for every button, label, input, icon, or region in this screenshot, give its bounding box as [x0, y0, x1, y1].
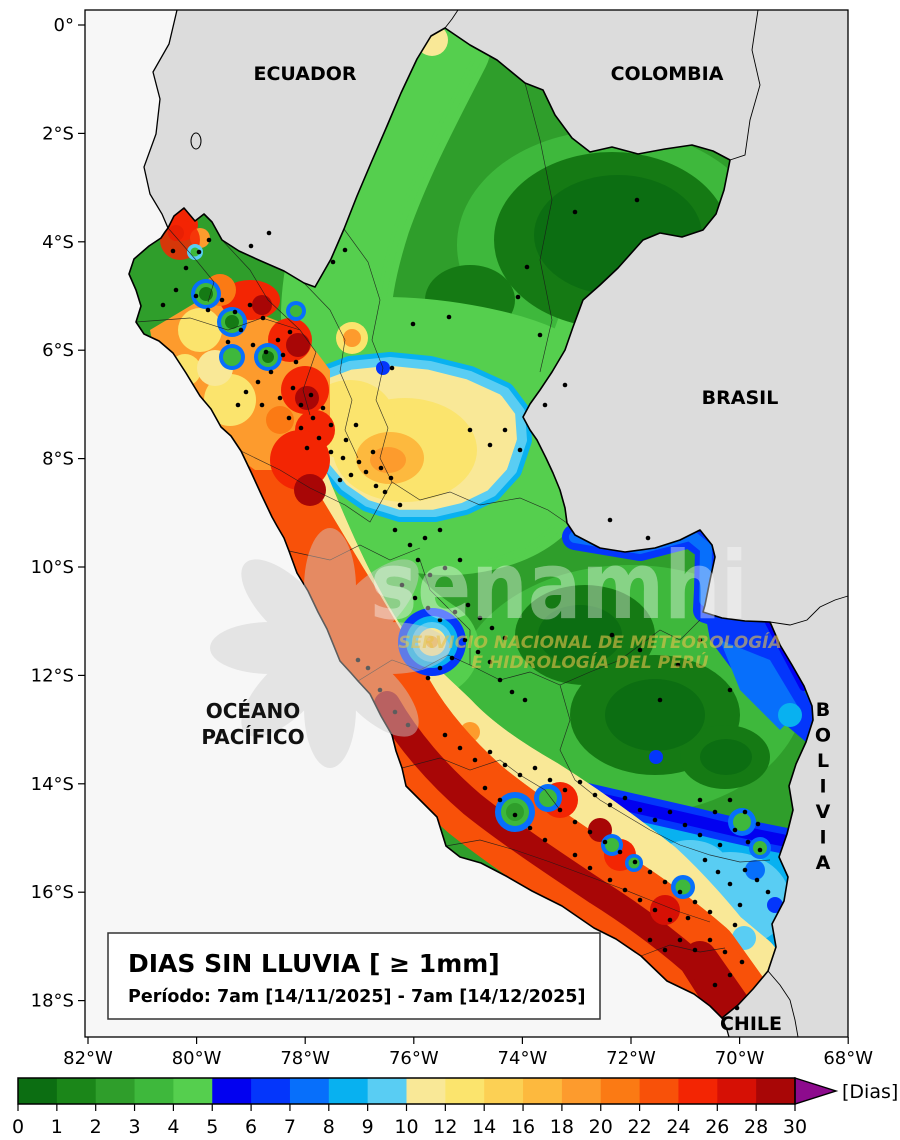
svg-text:0: 0: [12, 1116, 24, 1138]
svg-text:4°S: 4°S: [42, 232, 74, 253]
svg-text:12°S: 12°S: [31, 665, 74, 686]
svg-text:22: 22: [628, 1116, 652, 1138]
svg-text:6°S: 6°S: [42, 340, 74, 361]
label-colombia: COLOMBIA: [611, 63, 724, 85]
coastline: [143, 9, 730, 1038]
colorbar-unit: [Dias]: [842, 1081, 898, 1103]
isla-puna: [190, 132, 202, 150]
watermark-caption2: E HIDROLOGÍA DEL PERÚ: [471, 651, 708, 673]
svg-text:70°W: 70°W: [715, 1048, 765, 1069]
svg-text:30: 30: [783, 1116, 807, 1138]
svg-text:16: 16: [511, 1116, 535, 1138]
y-axis-ticks: 0° 2°S 4°S 6°S 8°S 10°S 12°S 14°S 16°S 18°S: [31, 15, 85, 1012]
svg-text:8: 8: [323, 1116, 335, 1138]
svg-text:2°S: 2°S: [42, 123, 74, 144]
svg-text:6: 6: [245, 1116, 257, 1138]
svg-text:78°W: 78°W: [280, 1048, 330, 1069]
foreign-country-borders: [444, 9, 849, 1038]
label-ocean-line1: OCÉANO: [206, 699, 301, 723]
huanuco-pocket: [398, 608, 466, 676]
plot-frame: [84, 9, 849, 1038]
svg-text:76°W: 76°W: [389, 1048, 439, 1069]
northwest-mosaic: [150, 209, 335, 506]
yellow-pocket-north: [292, 322, 522, 512]
svg-text:18: 18: [550, 1116, 574, 1138]
svg-text:26: 26: [705, 1116, 729, 1138]
x-axis-ticks: 82°W 80°W 78°W 76°W 74°W 72°W 70°W 68°W: [63, 1037, 873, 1069]
department-boundaries: [135, 82, 771, 957]
label-ecuador: ECUADOR: [253, 63, 356, 85]
svg-text:68°W: 68°W: [823, 1048, 873, 1069]
svg-text:14°S: 14°S: [31, 774, 74, 795]
svg-text:5: 5: [206, 1116, 218, 1138]
watermark-caption1: SERVICIO NACIONAL DE METEOROLOGÍA: [398, 631, 781, 653]
svg-text:2: 2: [90, 1116, 102, 1138]
svg-text:7: 7: [284, 1116, 296, 1138]
svg-text:28: 28: [744, 1116, 768, 1138]
south-green-bullseyes: [495, 750, 771, 899]
peru-border: [128, 27, 814, 1019]
watermark: senamhi SERVICIO NACIONAL DE METEOROLOGÍ…: [210, 528, 782, 768]
svg-text:0°: 0°: [54, 15, 74, 36]
svg-text:74°W: 74°W: [498, 1048, 548, 1069]
title-box: DIAS SIN LLUVIA [ ≥ 1mm] Período: 7am [1…: [107, 932, 601, 1020]
svg-text:72°W: 72°W: [606, 1048, 656, 1069]
svg-text:12: 12: [433, 1116, 457, 1138]
svg-text:10°S: 10°S: [31, 557, 74, 578]
senamhi-flower-logo: [210, 528, 450, 768]
svg-text:16°S: 16°S: [31, 882, 74, 903]
map-period: Período: 7am [14/11/2025] - 7am [14/12/2…: [128, 987, 585, 1007]
svg-text:1: 1: [51, 1116, 63, 1138]
svg-text:8°S: 8°S: [42, 449, 74, 470]
label-chile: CHILE: [720, 1013, 782, 1035]
label-ocean-line2: PACÍFICO: [201, 725, 304, 749]
svg-text:4: 4: [167, 1116, 179, 1138]
svg-text:3: 3: [129, 1116, 141, 1138]
svg-text:18°S: 18°S: [31, 991, 74, 1012]
watermark-brand: senamhi: [370, 532, 748, 641]
colorbar: 0 1 2 3 4 5 6 7 8 9 10 12 14 16 18 20 22 24 26 28 30[Dias]: [12, 1077, 898, 1138]
svg-text:20: 20: [589, 1116, 613, 1138]
svg-text:80°W: 80°W: [172, 1048, 222, 1069]
svg-text:10: 10: [394, 1116, 418, 1138]
station-dots: [160, 197, 771, 1011]
label-brasil: BRASIL: [702, 387, 779, 409]
svg-text:82°W: 82°W: [63, 1048, 113, 1069]
svg-text:9: 9: [362, 1116, 374, 1138]
svg-text:14: 14: [472, 1116, 496, 1138]
map-title: DIAS SIN LLUVIA [ ≥ 1mm]: [128, 949, 500, 978]
svg-text:24: 24: [666, 1116, 690, 1138]
